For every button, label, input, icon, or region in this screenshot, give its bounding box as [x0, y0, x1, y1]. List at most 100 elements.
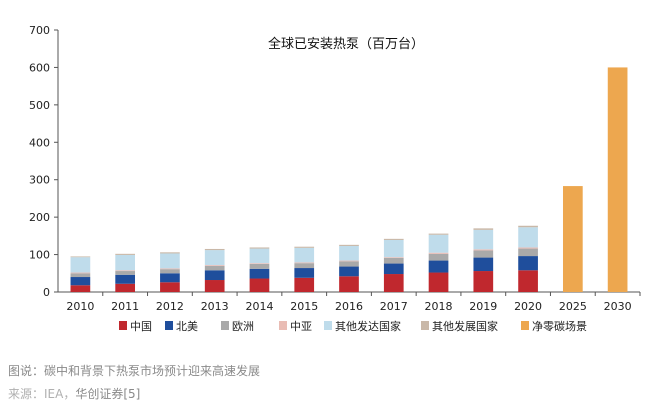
- bar-segment-2014-3: [249, 263, 270, 264]
- bar-segment-2010-0: [70, 285, 91, 292]
- y-tick-label: 100: [29, 249, 50, 262]
- legend-swatch-2: [221, 321, 229, 330]
- bar-segment-2015-4: [294, 247, 315, 263]
- bar-segment-2014-1: [249, 268, 270, 279]
- figure-source: 来源：IEA，华创证券[5]: [8, 385, 140, 402]
- legend-label-4: 其他发达国家: [335, 319, 401, 333]
- bar-segment-2012-4: [160, 253, 180, 269]
- source-text: 华创证券[5]: [75, 387, 141, 401]
- legend-swatch-1: [165, 321, 173, 330]
- x-tick-label: 2014: [245, 300, 273, 313]
- bar-segment-2014-5: [249, 247, 270, 249]
- bar-segment-2015-1: [294, 268, 315, 278]
- x-tick-label: 2019: [469, 300, 497, 313]
- bar-segment-2019-5: [473, 228, 494, 230]
- bar-segment-2010-1: [70, 277, 91, 286]
- y-tick-label: 300: [29, 174, 50, 187]
- source-prefix: 来源：IEA，: [8, 387, 76, 401]
- bar-segment-2016-1: [339, 266, 359, 277]
- bar-segment-2014-2: [249, 263, 270, 269]
- x-tick-label: 2010: [66, 300, 94, 313]
- x-tick-label: 2016: [335, 300, 363, 313]
- bar-segment-2010-2: [70, 273, 91, 278]
- bar-segment-2020-0: [518, 270, 538, 292]
- bar-segment-2020-3: [518, 247, 538, 249]
- y-tick-label: 500: [29, 99, 50, 112]
- y-tick-label: 400: [29, 136, 50, 149]
- bar-segment-2020-5: [518, 225, 538, 228]
- chart-container: 0 100 200 300 400 500 600 700 2010 2011 2012 2013 20…: [6, 10, 666, 352]
- bar-segment-2012-1: [160, 273, 180, 283]
- bar-segment-2017-5: [383, 238, 404, 240]
- x-tick-label: 2015: [290, 300, 318, 313]
- y-tick-label: 700: [29, 24, 50, 37]
- bar-segment-2011-3: [115, 270, 136, 272]
- bar-segment-2015-5: [294, 246, 315, 248]
- bar-segment-2019-4: [473, 229, 494, 250]
- bar-segment-2016-5: [339, 244, 359, 246]
- bar-segment-2012-5: [160, 252, 180, 254]
- bar-segment-2013-5: [204, 248, 225, 251]
- bar-segment-2017-4: [383, 239, 404, 258]
- y-tick-label: 200: [29, 211, 50, 224]
- bar-segment-2025-6: [562, 186, 583, 292]
- bar-segment-2015-3: [294, 262, 315, 264]
- bar-segment-2014-4: [249, 248, 270, 264]
- x-tick-label: 2013: [201, 300, 229, 313]
- stacked-bar-chart: 0 100 200 300 400 500 600 700 2010 2011 2012 2013 20…: [29, 24, 641, 333]
- y-tick-label: 0: [43, 286, 50, 299]
- x-tick-label: 2012: [156, 300, 184, 313]
- bar-segment-2018-4: [428, 234, 449, 253]
- chart-title: 全球已安装热泵（百万台）: [268, 36, 424, 52]
- bar-segment-2018-5: [428, 233, 449, 235]
- legend-label-3: 中亚: [290, 320, 312, 333]
- bar-segment-2013-0: [204, 280, 225, 292]
- bar-segment-2016-3: [339, 260, 359, 262]
- bar-segment-2012-2: [160, 269, 180, 274]
- bar-segment-2013-1: [204, 270, 225, 281]
- bar-segment-2014-0: [249, 278, 270, 292]
- bar-segment-2010-5: [70, 256, 91, 258]
- legend-label-1: 北美: [176, 320, 198, 333]
- legend-label-0: 中国: [130, 320, 152, 333]
- caption-text: 图说：碳中和背景下热泵市场预计迎来高速发展: [8, 364, 261, 378]
- bar-segment-2011-4: [115, 254, 136, 271]
- bar-segment-2016-4: [339, 245, 359, 261]
- bar-segment-2019-3: [473, 249, 494, 251]
- bar-segment-2012-3: [160, 268, 180, 270]
- bar-segment-2017-1: [383, 263, 404, 275]
- legend-swatch-5: [421, 321, 429, 330]
- bar-segment-2017-0: [383, 274, 404, 292]
- bar-segment-2010-4: [70, 257, 91, 273]
- bar-segment-2013-3: [204, 265, 225, 266]
- bar-segment-2013-4: [204, 250, 225, 266]
- bar-segment-2011-5: [115, 253, 136, 255]
- bar-segment-2013-2: [204, 265, 225, 271]
- bar-segment-2020-1: [518, 256, 538, 271]
- bar-segment-2018-2: [428, 253, 449, 261]
- bar-segment-2019-1: [473, 257, 494, 272]
- legend-swatch-6: [521, 321, 529, 330]
- bar-segment-2011-1: [115, 274, 136, 284]
- bar-segment-2018-3: [428, 252, 449, 254]
- bar-segment-2019-2: [473, 250, 494, 258]
- x-tick-label: 2018: [425, 300, 453, 313]
- legend-label-6: 净零碳场景: [532, 319, 587, 333]
- bar-segment-2010-3: [70, 272, 91, 274]
- bar-segment-2018-0: [428, 272, 449, 292]
- bar-segment-2020-2: [518, 248, 538, 257]
- legend-label-5: 其他发展国家: [432, 319, 498, 333]
- legend-swatch-4: [324, 321, 332, 330]
- legend-swatch-0: [119, 321, 127, 330]
- bar-segment-2015-2: [294, 263, 315, 269]
- bar-segment-2011-2: [115, 271, 136, 275]
- x-tick-label: 2020: [514, 300, 542, 313]
- bar-segment-2016-0: [339, 276, 359, 292]
- x-tick-label: 2030: [604, 300, 632, 313]
- x-tick-label: 2011: [111, 300, 139, 313]
- x-tick-label: 2017: [380, 300, 408, 313]
- bar-segment-2017-3: [383, 257, 404, 258]
- legend-swatch-3: [279, 321, 287, 330]
- bar-segment-2017-2: [383, 257, 404, 264]
- bar-segment-2030-6: [607, 67, 628, 292]
